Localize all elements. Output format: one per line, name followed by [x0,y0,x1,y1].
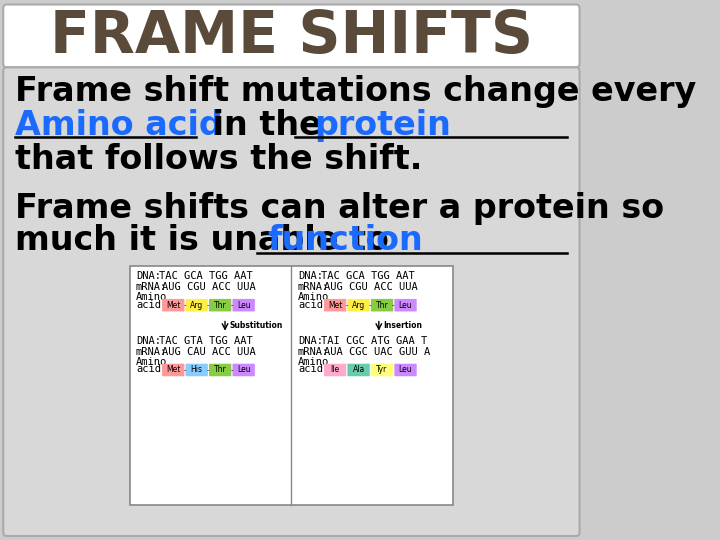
Text: Insertion: Insertion [383,321,422,330]
FancyBboxPatch shape [162,364,184,376]
Text: DNA:: DNA: [298,271,323,281]
Text: function: function [267,224,423,258]
Text: TAC GCA TGG AAT: TAC GCA TGG AAT [158,271,253,281]
FancyBboxPatch shape [371,299,393,312]
FancyBboxPatch shape [371,364,393,376]
Text: acids:: acids: [136,364,174,375]
Text: His: His [191,366,203,374]
Text: Tyr: Tyr [377,366,387,374]
FancyBboxPatch shape [395,364,417,376]
Text: Thr: Thr [214,301,227,309]
Text: Thr: Thr [214,366,227,374]
Text: Substitution: Substitution [229,321,282,330]
Text: Met: Met [166,301,181,309]
Text: acids:: acids: [298,300,336,309]
FancyBboxPatch shape [209,299,231,312]
Text: protein: protein [314,109,451,141]
Text: TAI CGC ATG GAA T: TAI CGC ATG GAA T [320,335,427,346]
FancyBboxPatch shape [233,364,255,376]
Text: acids:: acids: [298,364,336,375]
Text: AUA CGC UAC GUU A: AUA CGC UAC GUU A [324,347,430,356]
Text: AUG CAU ACC UUA: AUG CAU ACC UUA [162,347,256,356]
Text: -: - [230,302,233,308]
FancyBboxPatch shape [209,364,231,376]
Text: Thr: Thr [376,301,388,309]
FancyBboxPatch shape [186,299,208,312]
FancyBboxPatch shape [395,299,417,312]
Text: Amino: Amino [136,292,167,302]
Text: -: - [207,367,210,373]
Text: Ala: Ala [353,366,365,374]
Text: DNA:: DNA: [298,335,323,346]
Text: much it is unable to: much it is unable to [14,224,400,258]
Text: -: - [369,302,372,308]
Text: Leu: Leu [399,366,413,374]
Text: mRNA:: mRNA: [136,282,167,292]
Bar [130,266,454,505]
Text: -: - [184,367,186,373]
Text: TAC GCA TGG AAT: TAC GCA TGG AAT [320,271,414,281]
Text: Frame shift mutations change every: Frame shift mutations change every [14,75,696,108]
Text: mRNA:: mRNA: [298,282,329,292]
FancyBboxPatch shape [3,68,580,536]
Text: AUG CGU ACC UUA: AUG CGU ACC UUA [324,282,418,292]
Text: Frame shifts can alter a protein so: Frame shifts can alter a protein so [14,192,664,226]
Text: Leu: Leu [237,366,251,374]
Text: Met: Met [166,366,181,374]
Text: mRNA:: mRNA: [298,347,329,356]
Text: Ile: Ile [330,366,340,374]
FancyBboxPatch shape [186,364,208,376]
FancyBboxPatch shape [162,299,184,312]
Text: Amino acid: Amino acid [14,109,222,141]
Text: DNA:: DNA: [136,335,161,346]
FancyBboxPatch shape [324,299,346,312]
Text: Leu: Leu [399,301,413,309]
Text: -: - [184,302,186,308]
FancyBboxPatch shape [3,4,580,68]
Text: acids:: acids: [136,300,174,309]
Text: -: - [345,302,348,308]
Text: Arg: Arg [352,301,365,309]
Text: that follows the shift.: that follows the shift. [14,143,422,176]
Text: Arg: Arg [190,301,203,309]
Text: AUG CGU ACC UUA: AUG CGU ACC UUA [162,282,256,292]
FancyBboxPatch shape [233,299,255,312]
Text: Met: Met [328,301,342,309]
Text: TAC GTA TGG AAT: TAC GTA TGG AAT [158,335,253,346]
Text: DNA:: DNA: [136,271,161,281]
Text: Amino: Amino [136,356,167,367]
Text: Amino: Amino [298,292,329,302]
Text: FRAME SHIFTS: FRAME SHIFTS [50,8,533,65]
FancyBboxPatch shape [348,364,370,376]
Text: Leu: Leu [237,301,251,309]
FancyBboxPatch shape [324,364,346,376]
Text: in the: in the [201,109,333,141]
Text: -: - [230,367,233,373]
FancyBboxPatch shape [348,299,370,312]
Text: Amino: Amino [298,356,329,367]
Text: -: - [392,302,395,308]
Text: mRNA:: mRNA: [136,347,167,356]
Text: -: - [207,302,210,308]
